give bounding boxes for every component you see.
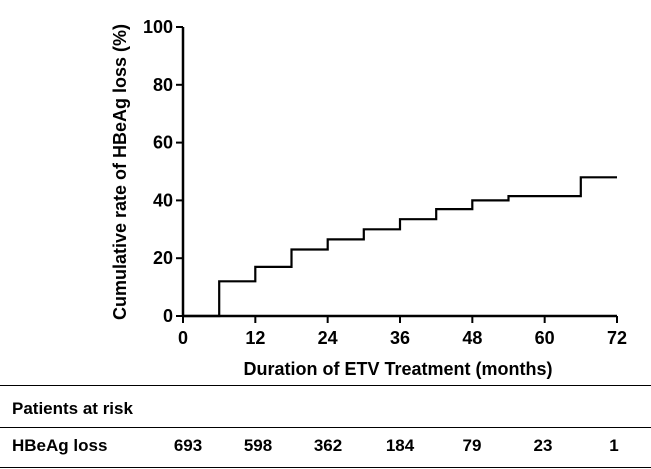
x-tick-label: 48 [462,328,482,348]
x-tick-label: 60 [535,328,555,348]
x-tick-label: 0 [178,328,188,348]
y-tick-label: 80 [153,75,173,95]
km-step-line [183,176,617,318]
y-axis-label: Cumulative rate of HBeAg loss (%) [110,24,130,320]
risk-count: 184 [385,436,415,455]
risk-table-bottom-rule [0,467,651,468]
y-tick-label: 40 [153,190,173,210]
risk-count: 362 [313,436,343,455]
risk-table-mid-rule [0,427,651,428]
y-tick-label: 60 [153,133,173,153]
risk-count: 1 [609,436,619,455]
risk-table-top-rule [0,385,651,386]
risk-table-header: Patients at risk [12,399,133,418]
y-tick-label: 0 [163,306,173,326]
km-chart: 0 12 24 36 48 60 72 0 20 40 60 80 100 Duration of ET… [110,17,627,379]
series [183,176,617,318]
risk-row-label: HBeAg loss [12,436,108,455]
risk-count: 598 [243,436,273,455]
x-tick-label: 36 [390,328,410,348]
ticks: 0 12 24 36 48 60 72 0 20 40 60 80 100 [143,17,627,348]
risk-table: Patients at risk HBeAg loss 693 598 362 … [0,385,651,469]
axes [181,27,617,318]
x-tick-label: 12 [245,328,265,348]
y-tick-label: 100 [143,17,173,37]
x-tick-label: 72 [607,328,627,348]
x-tick-label: 24 [318,328,338,348]
y-tick-label: 20 [153,248,173,268]
x-axis-label: Duration of ETV Treatment (months) [243,359,552,379]
risk-count: 693 [173,436,203,455]
risk-count: 79 [462,436,482,455]
risk-count: 23 [533,436,553,455]
